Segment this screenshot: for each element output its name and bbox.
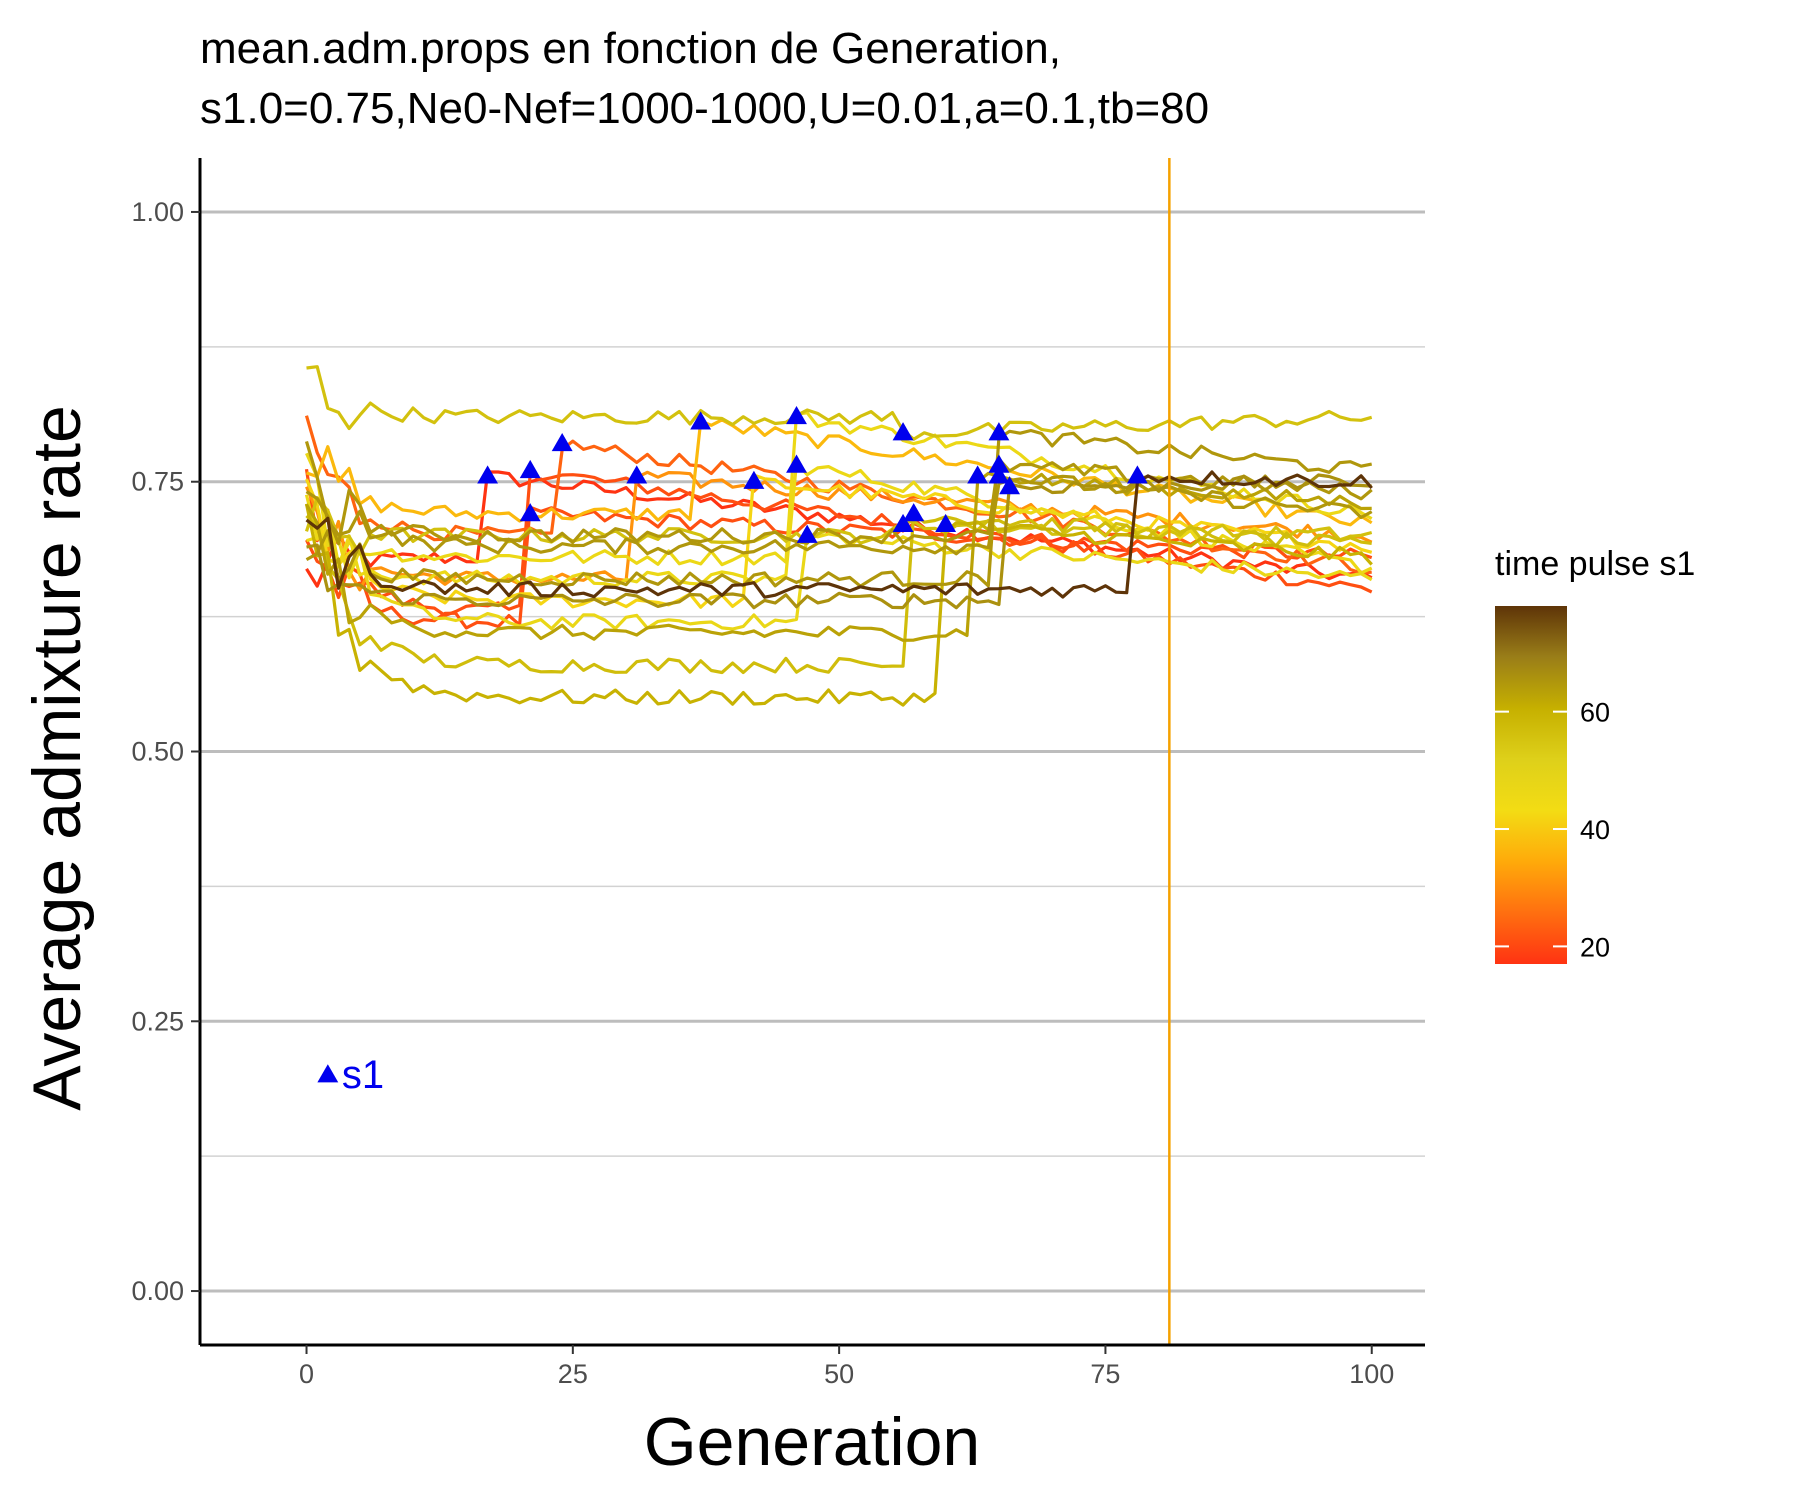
- series-line: [305, 428, 1373, 588]
- y-tick-label: 0.50: [131, 737, 184, 767]
- pulse-marker: [988, 422, 1010, 441]
- pulse-marker: [999, 476, 1021, 495]
- series-line: [304, 503, 1373, 707]
- pulse-marker: [477, 465, 499, 484]
- pulse-marker: [1126, 465, 1148, 484]
- legend-ticks: 20 40 60: [1495, 698, 1610, 962]
- x-axis-ticks: 0 25 50 75 100: [299, 1345, 1394, 1389]
- pulse-marker: [786, 405, 807, 425]
- legend-tick-label: 20: [1580, 932, 1610, 962]
- series-line: [306, 365, 1373, 441]
- x-axis-title: Generation: [644, 1404, 980, 1480]
- series-line: [305, 471, 1372, 642]
- legend: time pulse s1 20 40 60: [1495, 545, 1695, 964]
- pulse-marker: [988, 465, 1010, 484]
- legend-title: time pulse s1: [1495, 545, 1695, 583]
- pulse-marker: [551, 432, 573, 452]
- series-line: [306, 473, 1372, 610]
- legend-colorbar: [1495, 606, 1567, 964]
- s1-annotation: s1: [317, 1053, 384, 1097]
- pulse-marker: [892, 513, 914, 533]
- pulse-marker: [892, 422, 914, 441]
- legend-tick-label: 40: [1580, 815, 1610, 845]
- series-line: [305, 470, 1373, 588]
- y-tick-label: 1.00: [131, 197, 184, 227]
- y-axis-title: Average admixture rate: [19, 405, 95, 1111]
- x-tick-label: 25: [558, 1359, 588, 1389]
- series-line: [305, 418, 1373, 527]
- series-lines: [304, 365, 1373, 707]
- y-tick-label: 0.00: [131, 1276, 184, 1306]
- chart-subtitle: s1.0=0.75,Ne0-Nef=1000-1000,U=0.01,a=0.1…: [200, 84, 1209, 133]
- y-tick-label: 0.25: [131, 1006, 184, 1036]
- annotation-label: s1: [342, 1053, 384, 1097]
- x-tick-label: 75: [1090, 1359, 1120, 1389]
- pulse-markers: [477, 405, 1148, 543]
- annotation-marker: [317, 1064, 339, 1083]
- x-tick-label: 100: [1349, 1359, 1394, 1389]
- pulse-marker: [519, 503, 541, 522]
- pulse-marker: [786, 454, 807, 473]
- series-line: [304, 440, 1373, 556]
- y-axis-ticks: 0.00 0.25 0.50 0.75 1.00: [131, 197, 200, 1306]
- series-line: [304, 496, 1373, 556]
- pulse-marker: [967, 465, 989, 484]
- legend-tick-label: 60: [1580, 698, 1610, 728]
- pulse-marker: [796, 524, 818, 543]
- pulse-marker: [519, 459, 541, 479]
- x-tick-label: 0: [299, 1359, 314, 1389]
- series-line: [305, 457, 1373, 546]
- pulse-marker: [935, 513, 957, 533]
- y-tick-label: 0.75: [131, 467, 184, 497]
- pulse-marker: [690, 411, 712, 430]
- gridlines: [200, 210, 1425, 1293]
- x-tick-label: 50: [824, 1359, 854, 1389]
- pulse-marker: [903, 503, 925, 522]
- series-line: [304, 415, 1372, 575]
- series-line: [305, 511, 1372, 675]
- pulse-marker: [988, 454, 1010, 473]
- series-line: [305, 470, 1373, 599]
- pulse-marker: [743, 470, 765, 489]
- chart-title: mean.adm.props en fonction de Generation…: [200, 24, 1061, 73]
- pulse-marker: [626, 465, 648, 484]
